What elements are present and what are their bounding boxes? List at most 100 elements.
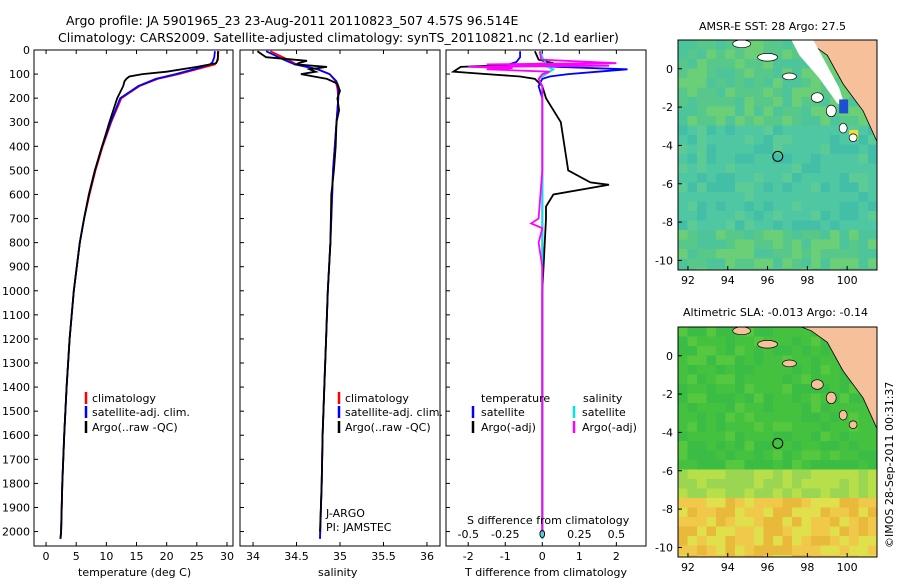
map-cell [849,258,859,269]
map-cell [801,431,812,442]
map-cell [706,431,717,442]
map-cell [830,249,840,259]
map-cell [744,555,755,558]
map-cell [744,182,755,193]
map-cell [773,365,783,375]
map-cell [830,469,840,480]
map-cell [782,393,793,404]
map-cell [849,450,859,461]
map-cell [792,517,802,527]
temperature-panel-frame [33,49,234,547]
map-cell [839,182,850,193]
map-cell [687,536,698,546]
map-cell [725,258,736,269]
map-cell [754,68,764,79]
map-y-tick-label: -8 [662,216,673,229]
map-cell [811,336,821,347]
map-cell [754,49,764,60]
x-tick-label: -1 [500,550,511,563]
map-cell [868,182,878,193]
island [810,379,824,390]
map-cell [801,336,812,347]
map-cell [811,469,821,480]
island [757,340,778,349]
map-cell [735,441,745,451]
difference-xlabel: T difference from climatology [464,566,627,579]
map-cell [811,403,821,413]
depth-tick-label: 1900 [2,501,30,514]
map-cell [849,239,859,250]
island [782,359,797,368]
map-cell [801,106,812,117]
map-cell [725,220,736,231]
map-cell [773,173,783,183]
map-cell [811,163,821,174]
map-cell [678,182,688,193]
map-cell [811,450,821,461]
map-cell [801,526,812,537]
map-cell [782,460,793,470]
map-cell [763,555,774,558]
map-cell [801,460,812,470]
map-cell [820,116,831,126]
map-cell [858,479,869,489]
map-cell [858,460,869,470]
map-cell [725,498,736,508]
map-cell [763,507,774,518]
map-cell [706,68,717,79]
map-cell [811,173,821,183]
map-cell [697,144,707,155]
map-cell [697,346,707,356]
legend-climatology: climatology [345,392,409,405]
map-cell [782,403,793,413]
map-cell [811,346,821,356]
map-cell [744,268,755,271]
map-cell [811,268,821,271]
depth-axis: 0 100 200 300 400 500 600 700 800 900 1000 1100 1200… [2,44,450,539]
top-x-tick-label: -0.25 [491,528,519,541]
map-cell [849,249,859,259]
map-cell [687,545,698,556]
map-cell [754,536,764,546]
map-cell [735,78,745,88]
map-y-tick-label: -10 [655,541,673,554]
map-cell [763,327,774,337]
map-cell [678,239,688,250]
legend-satellite: satellite-adj. clim. [345,406,443,419]
map-cell [706,346,717,356]
map-cell [754,393,764,404]
map-cell [735,239,745,250]
map-x-tick-label: 92 [681,561,695,574]
map-cell [868,498,878,508]
map-cell [744,135,755,145]
map-cell [678,230,688,240]
map-cell [849,479,859,489]
map-cell [687,422,698,432]
map-cell [687,460,698,470]
map-cell [735,59,745,69]
map-cell [849,536,859,546]
legend-temp-satellite: satellite [481,406,525,419]
map-cell [858,536,869,546]
float-pi: PI: JAMSTEC [326,521,392,534]
map-cell [868,422,878,432]
map-cell [735,249,745,259]
map-cell [754,526,764,537]
depth-tick-label: 2000 [2,526,30,539]
map-cell [706,182,717,193]
map-cell [773,336,783,347]
map-cell [858,135,869,145]
map-cell [687,346,698,356]
map-cell [820,555,831,558]
x-tick-label: 34.5 [284,550,309,563]
map-cell [678,220,688,231]
map-cell [868,517,878,527]
map-cell [754,211,764,221]
map-cell [744,374,755,385]
map-cell [678,536,688,546]
map-cell [820,507,831,518]
map-cell [744,412,755,423]
map-cell [725,355,736,366]
map-cell [820,173,831,183]
depth-tick-label: 1200 [2,333,30,346]
